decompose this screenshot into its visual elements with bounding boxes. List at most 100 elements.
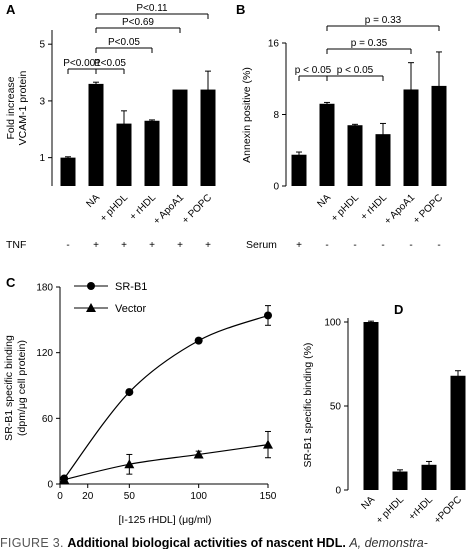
panel-a-bracket-3-label: P<0.001 [63,58,101,69]
panel-c-series-vector-point-1 [124,459,135,469]
panel-c: C 0 60 120 180 0 20 50 100 150 [I-125 rHDL] (μg/ml… [3,275,277,526]
panel-b-bracket-2-label: p < 0.05 [295,65,332,76]
panel-b-category-5: + POPC [411,192,445,226]
panel-a-bar-2 [116,123,132,186]
panel-b-serum-3: - [381,240,384,251]
panel-d-category-1: + pHDL [374,494,406,526]
panel-d-y-tick-label-1: 50 [330,402,342,413]
panel-b-bracket-0-label: p = 0.33 [365,15,402,26]
panel-a-tnf-1: + [93,240,99,251]
panel-a: A 1 3 5 Fold increase VCAM-1 protein - NA + + pHD… [5,2,216,251]
panel-d-y-tick-label-0: 0 [335,486,341,497]
panel-c-series-srb1-point-2 [194,336,203,345]
panel-b-serum-2: - [353,240,356,251]
panel-b-y-tick-label-2: 16 [268,39,280,50]
panel-d-bar-3 [450,375,466,490]
panel-c-x-tick-label-2: 50 [124,491,136,502]
panel-a-bar-4 [172,89,188,186]
panel-a-tnf-5: + [205,240,211,251]
panel-b-serum-label: Serum [246,239,277,251]
panel-a-bar-1 [88,83,104,186]
panel-c-series-vector-legend-label: Vector [115,303,147,315]
panel-d-bar-1 [392,471,408,490]
panel-c-series-vector-point-0 [59,474,70,484]
panel-a-bracket-2-label: P<0.05 [108,37,140,48]
panel-a-tnf-0: - [66,240,69,251]
panel-a-tnf-2: + [121,240,127,251]
panel-c-series-srb1-legend-marker [87,282,95,290]
panel-c-y-label-line-1: SR-B1 specific binding [3,335,15,441]
panel-d: D 0 50 100 SR-B1 specific binding (%) NA+ pHD… [302,302,466,526]
panel-d-bar-2 [421,464,437,490]
figure: A 1 3 5 Fold increase VCAM-1 protein - NA + + pHD… [3,2,466,526]
panel-a-tnf-label: TNF [6,239,26,251]
panel-a-bar-5 [200,89,216,186]
panel-a-category-2: + pHDL [98,192,130,224]
panel-c-x-tick-label-4: 150 [260,491,277,502]
panel-c-series-srb1-line [63,314,269,479]
panel-b-y-tick-label-0: 0 [273,182,279,193]
panel-d-category-3: +POPC [432,494,464,526]
panel-b-bar-2 [347,125,363,186]
panel-b-bar-0 [291,154,307,186]
panel-c-series-vector-point-3 [263,439,273,449]
panel-b-bracket-3-label: p < 0.05 [337,65,374,76]
panel-c-x-tick-label-1: 20 [82,491,94,502]
panel-a-letter: A [6,2,16,17]
panel-a-bracket-4-label: P<0.05 [94,58,126,69]
panel-b-serum-0: + [296,240,302,251]
caption-label: FIGURE 3. [0,536,64,549]
panel-c-y-label-line-2: (dpm/μg cell protein) [16,340,28,436]
panel-a-bar-3 [144,120,160,186]
panel-d-category-0: NA [360,494,378,512]
panel-b-category-2: + pHDL [329,192,361,224]
panel-b-category-4: + ApoA1 [382,192,417,227]
panel-b-serum-1: - [325,240,328,251]
panel-c-y-tick-label-1: 60 [42,414,54,425]
panel-c-y-tick-label-3: 180 [36,283,53,294]
panel-a-y-tick-label-0: 1 [39,153,45,164]
figure-caption: FIGURE 3. Additional biological activiti… [0,536,474,549]
panel-b-letter: B [236,2,245,17]
panel-c-series-vector-line [64,444,269,481]
panel-b-category-1: NA [316,192,334,210]
panel-b-bar-5 [431,85,447,186]
panel-d-bar-0 [363,322,379,490]
panel-c-x-tick-label-3: 100 [190,491,207,502]
panel-a-category-5: + POPC [180,192,214,226]
panel-a-y-label-line-1: Fold increase [5,76,17,139]
panel-a-bracket-1-label: P<0.69 [122,17,154,28]
panel-d-y-label: SR-B1 specific binding (%) [302,343,314,468]
panel-b-y-label: Annexin positive (%) [241,67,253,163]
panel-c-series-srb1-point-3 [264,311,272,320]
panel-c-series-vector-point-2 [193,449,204,459]
panel-c-x-label: [I-125 rHDL] (μg/ml) [119,514,212,526]
panel-a-tnf-4: + [177,240,183,251]
panel-a-y-tick-label-1: 3 [39,96,45,107]
panel-c-y-tick-label-2: 120 [36,348,53,359]
panel-b-bar-1 [319,103,335,186]
panel-a-bracket-0-label: P<0.11 [136,3,168,14]
panel-c-y-tick-label-0: 0 [47,480,53,491]
panel-b-serum-5: - [437,240,440,251]
panel-d-y-tick-label-2: 100 [324,318,341,329]
panel-a-category-4: + ApoA1 [151,192,186,227]
panel-a-tnf-3: + [149,240,155,251]
panel-c-letter: C [6,275,16,290]
panel-c-series-vector-legend-marker [86,303,96,312]
caption-text: A, demonstra- [349,536,428,549]
panel-b-bar-4 [403,89,419,186]
panel-b-serum-4: - [409,240,412,251]
panel-c-series-srb1-point-1 [125,388,134,397]
panel-c-x-tick-label-0: 0 [57,491,63,502]
caption-title: Additional biological activities of nasc… [67,536,346,549]
panel-b-bracket-1-label: p = 0.35 [351,38,388,49]
panel-c-series-srb1-legend-label: SR-B1 [115,281,147,293]
panel-a-y-tick-label-2: 5 [39,40,45,51]
panel-b-bar-3 [375,134,391,186]
panel-d-letter: D [394,302,403,317]
panel-b-y-tick-label-1: 8 [273,110,279,121]
panel-a-y-label-line-2: VCAM-1 protein [17,70,29,145]
panel-a-category-1: NA [85,192,103,210]
